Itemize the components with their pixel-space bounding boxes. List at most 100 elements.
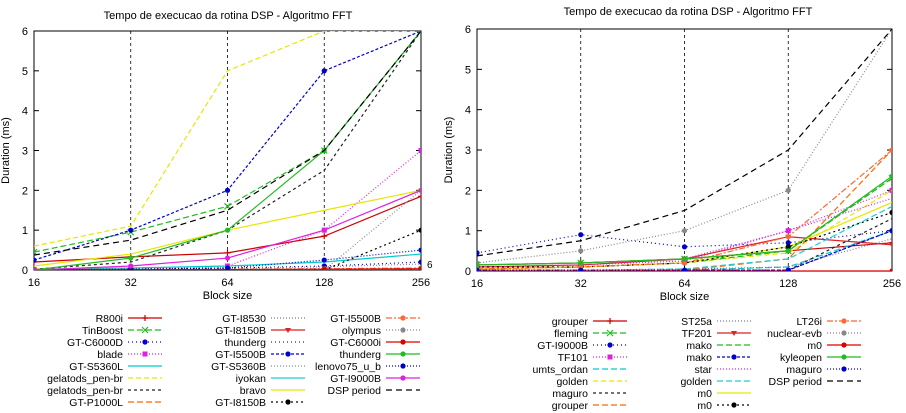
series-gelatods-pen-br bbox=[34, 31, 421, 270]
legend-label: m0 bbox=[697, 388, 712, 400]
legend-label: gelatods_pen-br bbox=[47, 373, 123, 385]
legend-item: thunderg bbox=[225, 337, 305, 349]
legend: R800iTinBoostGT-C6000DbladeGT-S5360Lgela… bbox=[47, 313, 420, 409]
legend-label: GT-I9000B bbox=[537, 340, 588, 352]
legend-label: GT-I9000B bbox=[330, 373, 381, 385]
legend-label: LT26i bbox=[797, 316, 823, 328]
x-tick-label: 256 bbox=[883, 278, 901, 290]
legend-label: grouper bbox=[552, 400, 589, 412]
legend-marker bbox=[142, 315, 148, 321]
legend-item: gelatods_pen-br bbox=[47, 373, 162, 385]
x-tick-label: 16 bbox=[471, 278, 483, 290]
x-tick-label: 64 bbox=[678, 278, 690, 290]
legend-item: TF201 bbox=[682, 328, 751, 340]
legend-label: R800i bbox=[96, 313, 123, 325]
legend-marker bbox=[841, 342, 847, 348]
data-point bbox=[321, 68, 327, 74]
series-maguro bbox=[477, 218, 892, 271]
data-point bbox=[681, 260, 688, 266]
legend-item: bravo bbox=[240, 385, 305, 397]
data-point bbox=[418, 259, 421, 265]
legend-marker bbox=[142, 351, 148, 357]
legend-item: TinBoost bbox=[82, 325, 162, 337]
legend-label: TF101 bbox=[558, 352, 589, 364]
legend-marker bbox=[285, 399, 291, 405]
x-tick-label: 16 bbox=[28, 277, 40, 289]
chart-panel-2: Tempo de execucao da rotina DSP - Algori… bbox=[443, 6, 901, 412]
legend-item: mako bbox=[686, 340, 751, 352]
legend-marker bbox=[731, 331, 737, 336]
legend-item: mako bbox=[686, 352, 751, 364]
annotation: 6 bbox=[427, 260, 433, 271]
legend-item: m0 bbox=[697, 388, 751, 400]
legend-marker bbox=[142, 339, 148, 345]
legend-label: star bbox=[694, 364, 712, 376]
x-axis-label: Block size bbox=[660, 291, 710, 303]
legend-label: thunderg bbox=[225, 337, 267, 349]
legend-item: GT-I8150B bbox=[215, 397, 305, 409]
series-gt-i9000b bbox=[34, 187, 421, 270]
y-tick-label: 5 bbox=[465, 64, 471, 76]
series-line bbox=[34, 31, 421, 256]
legend-label: m0 bbox=[697, 400, 712, 412]
chart-title: Tempo de execucao da rotina DSP - Algori… bbox=[564, 6, 813, 18]
legend-label: GT-I5500B bbox=[215, 349, 266, 361]
legend-marker bbox=[400, 339, 406, 345]
legend-label: mako bbox=[686, 340, 712, 352]
legend-label: GT-C6000D bbox=[67, 337, 123, 349]
series-line bbox=[34, 31, 421, 270]
legend-item: umts_ordan bbox=[533, 364, 627, 376]
legend-label: gelatods_pen-br bbox=[47, 385, 123, 397]
legend-label: umts_ordan bbox=[533, 364, 589, 376]
legend-label: golden bbox=[680, 376, 712, 388]
legend-item: DSP period bbox=[327, 385, 420, 397]
legend-label: iyokan bbox=[236, 373, 267, 385]
legend-label: blade bbox=[97, 349, 123, 361]
legend-item: gelatods_pen-br bbox=[47, 385, 162, 397]
legend-item: olympus bbox=[342, 325, 420, 337]
x-tick-label: 32 bbox=[575, 278, 587, 290]
legend-item: grouper bbox=[552, 316, 627, 328]
data-point bbox=[34, 267, 37, 270]
y-tick-label: 0 bbox=[22, 265, 28, 277]
data-point bbox=[477, 262, 480, 268]
y-tick-label: 4 bbox=[22, 106, 28, 118]
data-point bbox=[477, 267, 480, 271]
legend-label: maguro bbox=[552, 388, 588, 400]
legend-label: nuclear-evb bbox=[767, 328, 822, 340]
data-point bbox=[785, 267, 791, 271]
legend-item: GT-I9000B bbox=[537, 340, 627, 352]
legend-marker bbox=[606, 329, 614, 337]
legend-marker bbox=[400, 327, 406, 333]
series-nuclear-evb bbox=[477, 29, 892, 266]
legend-item: GT-I8530 bbox=[222, 313, 305, 325]
legend-item: maguro bbox=[552, 388, 627, 400]
y-axis-label: Duration (ms) bbox=[443, 117, 455, 184]
data-point bbox=[128, 263, 134, 269]
data-point bbox=[321, 233, 328, 240]
legend-label: GT-P1000L bbox=[69, 397, 123, 409]
data-point bbox=[889, 239, 892, 246]
x-tick-label: 64 bbox=[221, 277, 233, 289]
legend-item: GT-I8150B bbox=[215, 325, 305, 337]
data-point bbox=[681, 244, 688, 250]
data-point bbox=[785, 187, 791, 193]
data-point bbox=[889, 228, 892, 234]
data-point bbox=[785, 240, 791, 246]
series-dsp-period bbox=[34, 31, 421, 256]
legend-item: LT26i bbox=[797, 316, 861, 328]
series-kyleopen bbox=[477, 173, 892, 268]
legend-marker bbox=[607, 318, 613, 324]
legend-label: TinBoost bbox=[82, 325, 123, 337]
legend-item: golden bbox=[556, 376, 627, 388]
y-tick-label: 3 bbox=[465, 145, 471, 157]
data-point bbox=[321, 266, 327, 270]
series-line bbox=[34, 31, 421, 247]
series-layer bbox=[477, 29, 892, 271]
legend-marker bbox=[285, 328, 291, 333]
data-point bbox=[578, 232, 584, 238]
data-point bbox=[224, 187, 231, 193]
series-layer bbox=[34, 31, 421, 270]
series-dsp-period bbox=[477, 29, 892, 257]
x-tick-label: 128 bbox=[779, 278, 797, 290]
